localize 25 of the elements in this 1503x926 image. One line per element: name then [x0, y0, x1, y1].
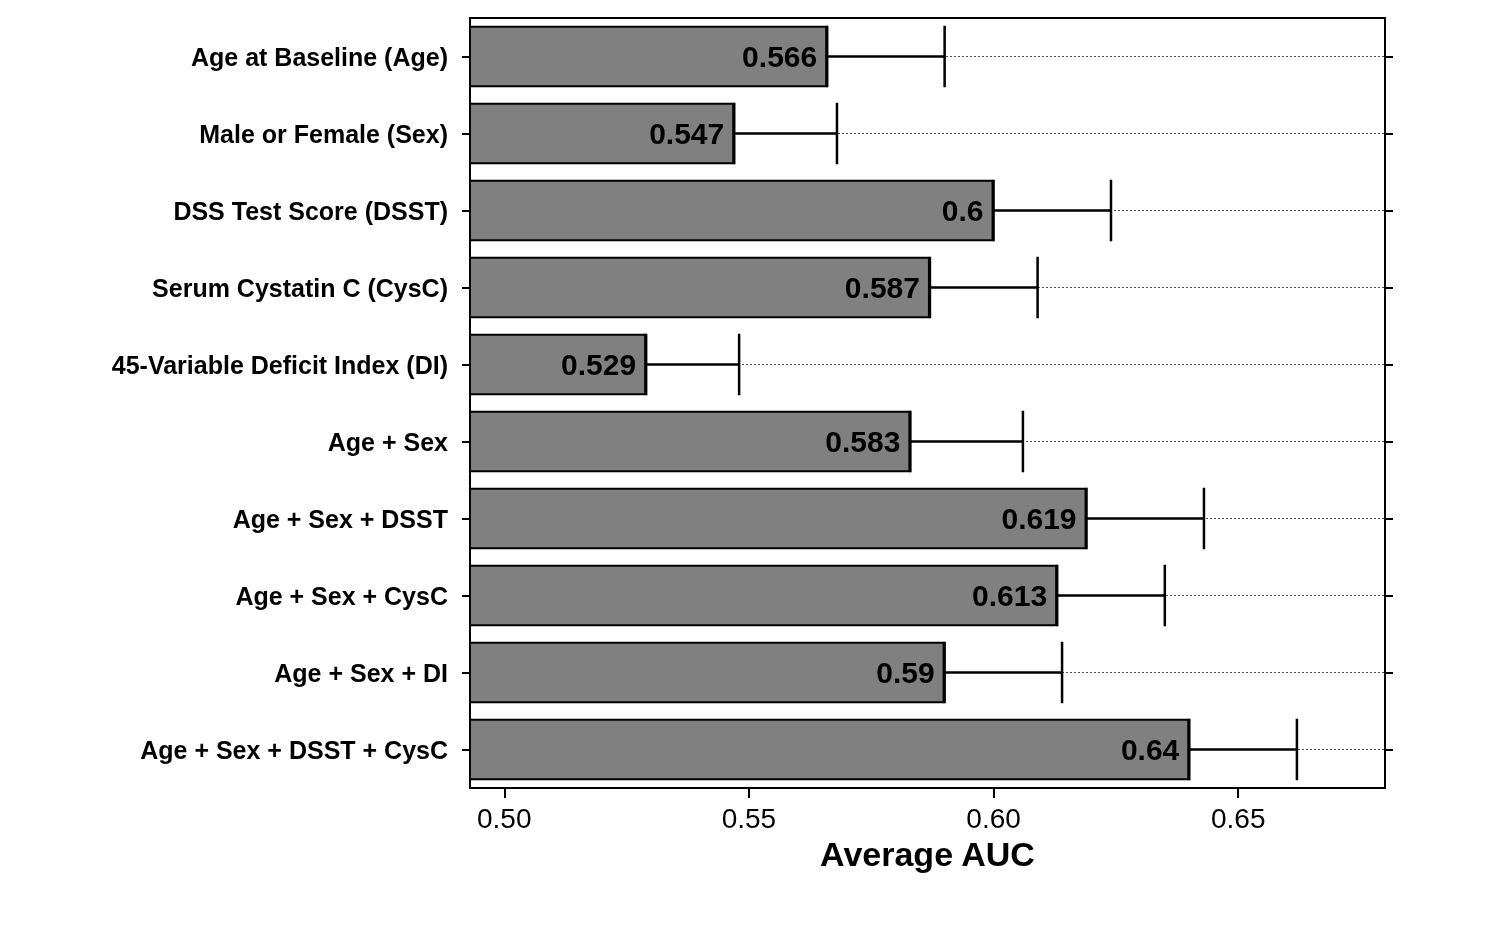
- x-tick-label: 0.60: [966, 802, 1021, 834]
- data-label: 0.6: [941, 194, 984, 227]
- y-tick-label: Age + Sex + DSST: [232, 504, 448, 533]
- data-label: 0.59: [876, 656, 935, 689]
- data-label: 0.583: [825, 425, 901, 458]
- x-axis-title: Average AUC: [820, 834, 1035, 873]
- y-tick-label: Serum Cystatin C (CysC): [152, 273, 448, 302]
- data-label: 0.566: [742, 40, 818, 73]
- y-tick-label: DSS Test Score (DSST): [173, 196, 448, 225]
- data-label: 0.547: [649, 117, 725, 150]
- data-label: 0.64: [1120, 733, 1180, 766]
- y-tick-label: 45-Variable Deficit Index (DI): [111, 350, 448, 379]
- x-tick-label: 0.50: [477, 802, 532, 834]
- data-label: 0.619: [1001, 502, 1077, 535]
- data-label: 0.587: [844, 271, 920, 304]
- y-tick-label: Age + Sex + CysC: [235, 581, 448, 610]
- y-tick-label: Age + Sex + DSST + CysC: [140, 735, 448, 764]
- y-tick-label: Age + Sex + DI: [274, 658, 448, 687]
- y-tick-label: Age + Sex: [327, 427, 449, 456]
- y-tick-label: Age at Baseline (Age): [190, 42, 448, 71]
- x-tick-label: 0.55: [721, 802, 777, 834]
- data-label: 0.529: [561, 348, 637, 381]
- data-label: 0.613: [972, 579, 1048, 612]
- y-tick-label: Male or Female (Sex): [199, 119, 448, 148]
- x-tick-label: 0.65: [1210, 802, 1266, 834]
